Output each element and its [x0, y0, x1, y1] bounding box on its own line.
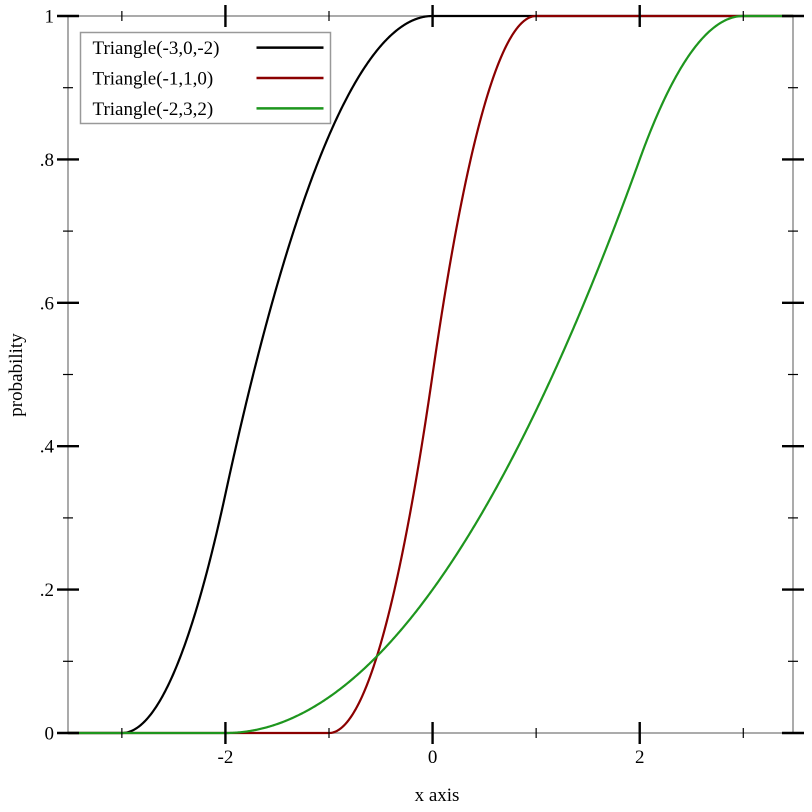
- axis-ticks: [57, 5, 804, 744]
- cdf-curve-2: [66, 14, 795, 735]
- y-tick-label: 0: [45, 724, 55, 745]
- legend-label: Triangle(-1,1,0): [93, 69, 214, 90]
- y-tick-label: 1: [45, 7, 55, 28]
- legend: Triangle(-3,0,-2) Triangle(-1,1,0) Triangl…: [79, 31, 332, 125]
- legend-label: Triangle(-3,0,-2): [93, 38, 220, 59]
- legend-label: Triangle(-2,3,2): [93, 99, 214, 120]
- cdf-curves: [66, 14, 795, 735]
- y-axis-title: probability: [6, 333, 27, 417]
- y-tick-label: .4: [40, 437, 55, 458]
- x-tick-label: 2: [635, 747, 645, 768]
- y-tick-label: .8: [40, 150, 54, 171]
- x-tick-label: -2: [218, 747, 234, 768]
- x-axis-title: x axis: [415, 785, 460, 806]
- axis-tick-labels: -2 0 2 0 .2 .4 .6 .8 1: [40, 7, 645, 769]
- y-tick-label: .6: [40, 293, 54, 314]
- x-tick-label: 0: [428, 747, 438, 768]
- y-tick-label: .2: [40, 580, 54, 601]
